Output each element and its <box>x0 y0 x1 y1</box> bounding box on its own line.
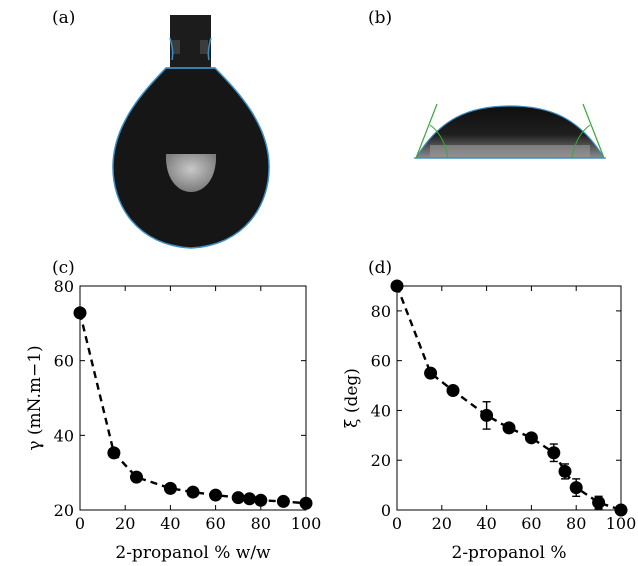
panel-label-b: (b) <box>368 8 393 28</box>
x-tick-label: 40 <box>160 514 180 533</box>
data-point <box>209 488 223 502</box>
data-point <box>424 366 438 380</box>
x-axis-label: 2-propanol % <box>452 543 567 563</box>
y-tick-label: 40 <box>54 426 74 445</box>
data-point <box>186 485 200 499</box>
data-point <box>446 384 460 398</box>
x-tick-label: 20 <box>115 514 135 533</box>
y-tick-label: 80 <box>54 277 74 296</box>
panel-label-a: (a) <box>52 8 76 28</box>
data-point <box>299 496 313 510</box>
data-point <box>502 421 516 435</box>
series-line <box>395 285 622 512</box>
data-point <box>614 503 628 517</box>
y-tick-label: 40 <box>371 401 391 420</box>
panel-label-c: (c) <box>52 258 75 278</box>
x-tick-label: 0 <box>75 514 85 533</box>
data-point <box>254 493 268 507</box>
y-tick-label: 80 <box>371 302 391 321</box>
y-axis-label: ξ (deg) <box>342 368 362 428</box>
data-point <box>243 492 256 506</box>
data-point <box>390 279 404 293</box>
plot-frame <box>79 285 307 511</box>
data-point <box>524 431 538 445</box>
x-tick-label: 40 <box>476 514 496 533</box>
y-tick-label: 0 <box>381 501 391 520</box>
x-tick-label: 100 <box>291 514 322 533</box>
data-point <box>163 481 177 495</box>
x-tick-label: 20 <box>432 514 452 533</box>
data-point <box>547 446 561 460</box>
data-point <box>558 464 572 478</box>
y-tick-label: 60 <box>371 352 391 371</box>
data-point <box>276 494 290 508</box>
x-axis-label: 2-propanol % w/w <box>115 543 271 563</box>
x-tick-label: 0 <box>392 514 402 533</box>
y-tick-label: 20 <box>54 501 74 520</box>
x-tick-label: 60 <box>205 514 225 533</box>
data-point <box>73 306 87 320</box>
data-point <box>569 481 583 495</box>
panel-label-d: (d) <box>368 258 393 278</box>
y-tick-label: 60 <box>54 352 74 371</box>
plot-frame <box>396 285 622 511</box>
x-tick-label: 60 <box>521 514 541 533</box>
y-tick-label: 20 <box>371 451 391 470</box>
data-point <box>480 408 494 422</box>
x-tick-label: 100 <box>606 514 637 533</box>
data-point <box>130 470 143 484</box>
y-axis-label: γ (mN.m−1) <box>25 345 45 450</box>
data-point <box>231 491 245 505</box>
x-tick-label: 80 <box>566 514 586 533</box>
data-point <box>592 496 606 510</box>
data-point <box>107 446 121 460</box>
x-tick-label: 80 <box>251 514 271 533</box>
